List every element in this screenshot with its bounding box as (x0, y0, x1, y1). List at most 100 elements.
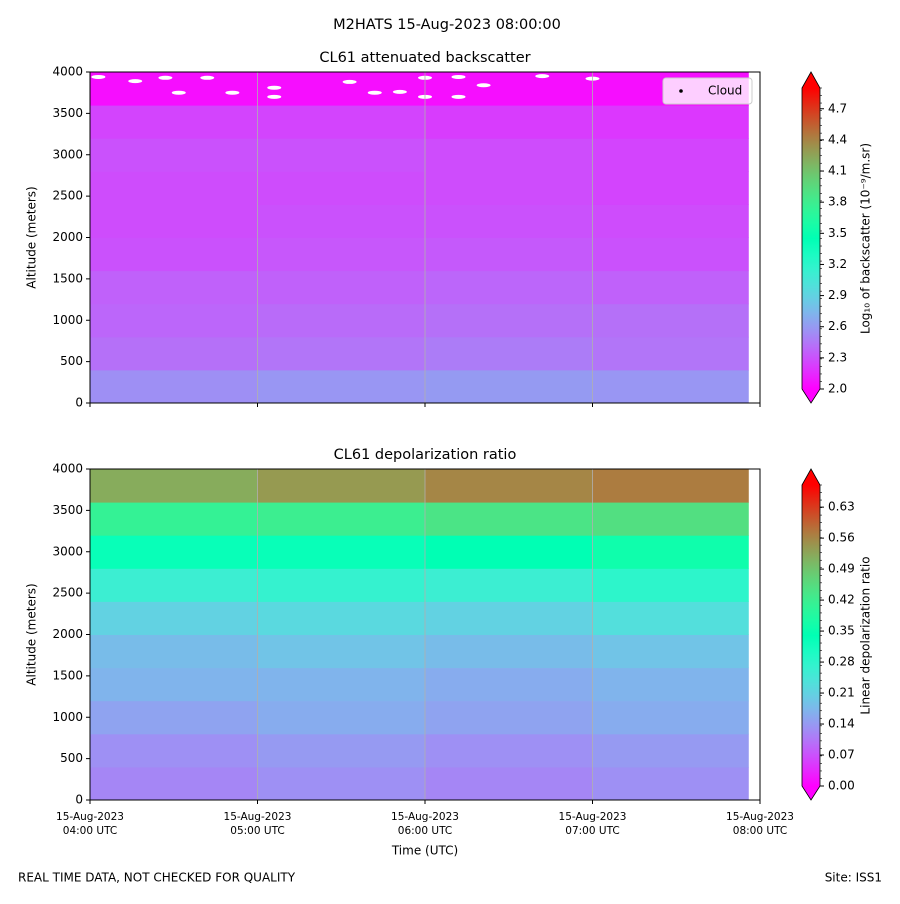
y-tick-label: 2000 (52, 627, 83, 641)
colorbar-tick-label: 0.42 (828, 593, 855, 607)
x-tick-label-line: 15-Aug-2023 (56, 811, 124, 823)
heatmap-cell (592, 535, 749, 569)
heatmap-cell (90, 634, 258, 669)
colorbar-tick-label: 2.3 (828, 350, 847, 364)
heatmap-cell (425, 336, 593, 371)
cloud-point (267, 85, 282, 90)
heatmap-cell (90, 138, 258, 172)
panel-title: CL61 attenuated backscatter (319, 50, 530, 66)
heatmap-cell (257, 667, 426, 702)
colorbar-tick-label: 3.8 (828, 195, 847, 209)
colorbar-tick-label: 2.0 (828, 382, 847, 396)
heatmap-cell (425, 204, 593, 238)
heatmap-cell (257, 634, 426, 669)
colorbar-tick-label: 0.49 (828, 562, 855, 576)
cloud-point (535, 74, 550, 79)
colorbar-label: Linear depolarization ratio (859, 556, 873, 714)
cloud-point (158, 75, 173, 80)
heatmap-cell (592, 204, 749, 238)
heatmap-cell (257, 766, 426, 801)
x-tick-label-line: 06:00 UTC (398, 825, 452, 837)
heatmap-cell (425, 700, 593, 735)
y-tick-label: 2500 (52, 189, 83, 203)
colorbar-tick-label: 3.5 (828, 226, 847, 240)
heatmap-cell (257, 733, 426, 768)
heatmap-cell (90, 237, 258, 272)
y-tick-label: 3500 (52, 106, 83, 120)
heatmap-cell (257, 105, 426, 139)
heatmap-cell (592, 469, 749, 503)
heatmap-cell (90, 601, 258, 635)
heatmap-cell (257, 601, 426, 635)
quality-note: REAL TIME DATA, NOT CHECKED FOR QUALITY (18, 871, 296, 885)
heatmap-cell (592, 568, 749, 602)
y-axis-label: Altitude (meters) (25, 186, 39, 288)
colorbar (802, 485, 820, 786)
heatmap-cell (90, 369, 258, 404)
heatmap-cell (257, 138, 426, 172)
heatmap-cell (257, 204, 426, 238)
y-tick-label: 2500 (52, 586, 83, 600)
heatmap-cell (257, 369, 426, 404)
heatmap-cell (90, 766, 258, 801)
cloud-point (451, 94, 466, 99)
heatmap-cell (592, 270, 749, 305)
cloud-point (200, 75, 215, 80)
legend-marker (679, 89, 683, 93)
colorbar-tick-label: 3.2 (828, 257, 847, 271)
heatmap-cell (90, 72, 258, 106)
heatmap-cell (425, 601, 593, 635)
figure-title: M2HATS 15-Aug-2023 08:00:00 (333, 17, 561, 33)
heatmap-cell (592, 171, 749, 205)
heatmap-cell (90, 568, 258, 602)
heatmap-cell (90, 204, 258, 238)
colorbar-tick-label: 0.35 (828, 624, 855, 638)
heatmap-cell (425, 270, 593, 305)
x-tick-label: 15-Aug-2023 04:00 UTC (56, 811, 124, 837)
legend-box (662, 77, 753, 105)
y-tick-label: 4000 (52, 65, 83, 79)
heatmap-cell (425, 303, 593, 338)
y-tick-label: 1000 (52, 313, 83, 327)
colorbar-tick-label: 0.63 (828, 500, 855, 514)
colorbar-extend-low (802, 786, 820, 800)
heatmap-cell (90, 303, 258, 338)
cloud-point (91, 74, 106, 79)
y-tick-label: 3000 (52, 147, 83, 161)
cloud-point (451, 74, 466, 79)
y-tick-label: 500 (60, 354, 83, 368)
heatmap-cell (425, 138, 593, 172)
heatmap-cell (592, 369, 749, 404)
heatmap-cell (592, 601, 749, 635)
heatmap-cell (90, 733, 258, 768)
heatmap-cell (592, 303, 749, 338)
site-note: Site: ISS1 (825, 871, 882, 885)
heatmap-cell (425, 766, 593, 801)
heatmap-cell (425, 634, 593, 669)
y-tick-label: 1500 (52, 271, 83, 285)
x-tick-label-line: 04:00 UTC (63, 825, 117, 837)
heatmap-cell (425, 105, 593, 139)
heatmap-cell (425, 568, 593, 602)
heatmap-cell (257, 336, 426, 371)
colorbar-tick-label: 4.1 (828, 164, 847, 178)
heatmap-cell (592, 502, 749, 536)
colorbar-tick-label: 0.21 (828, 686, 855, 700)
x-tick-label: 15-Aug-2023 05:00 UTC (224, 811, 292, 837)
cloud-point (267, 94, 282, 99)
heatmap-cell (592, 667, 749, 702)
cloud-point (392, 89, 407, 94)
heatmap-cell (90, 667, 258, 702)
x-tick-label-line: 05:00 UTC (230, 825, 284, 837)
x-tick-label-line: 07:00 UTC (565, 825, 619, 837)
x-tick-label: 15-Aug-2023 08:00 UTC (726, 811, 794, 837)
x-tick-label-line: 08:00 UTC (733, 825, 787, 837)
heatmap-cell (592, 733, 749, 768)
heatmap-cell (90, 535, 258, 569)
y-tick-label: 0 (75, 396, 83, 410)
heatmap-cell (592, 138, 749, 172)
heatmap-cell (257, 72, 426, 106)
y-tick-label: 4000 (52, 462, 83, 476)
y-tick-label: 2000 (52, 230, 83, 244)
heatmap-cell (257, 700, 426, 735)
